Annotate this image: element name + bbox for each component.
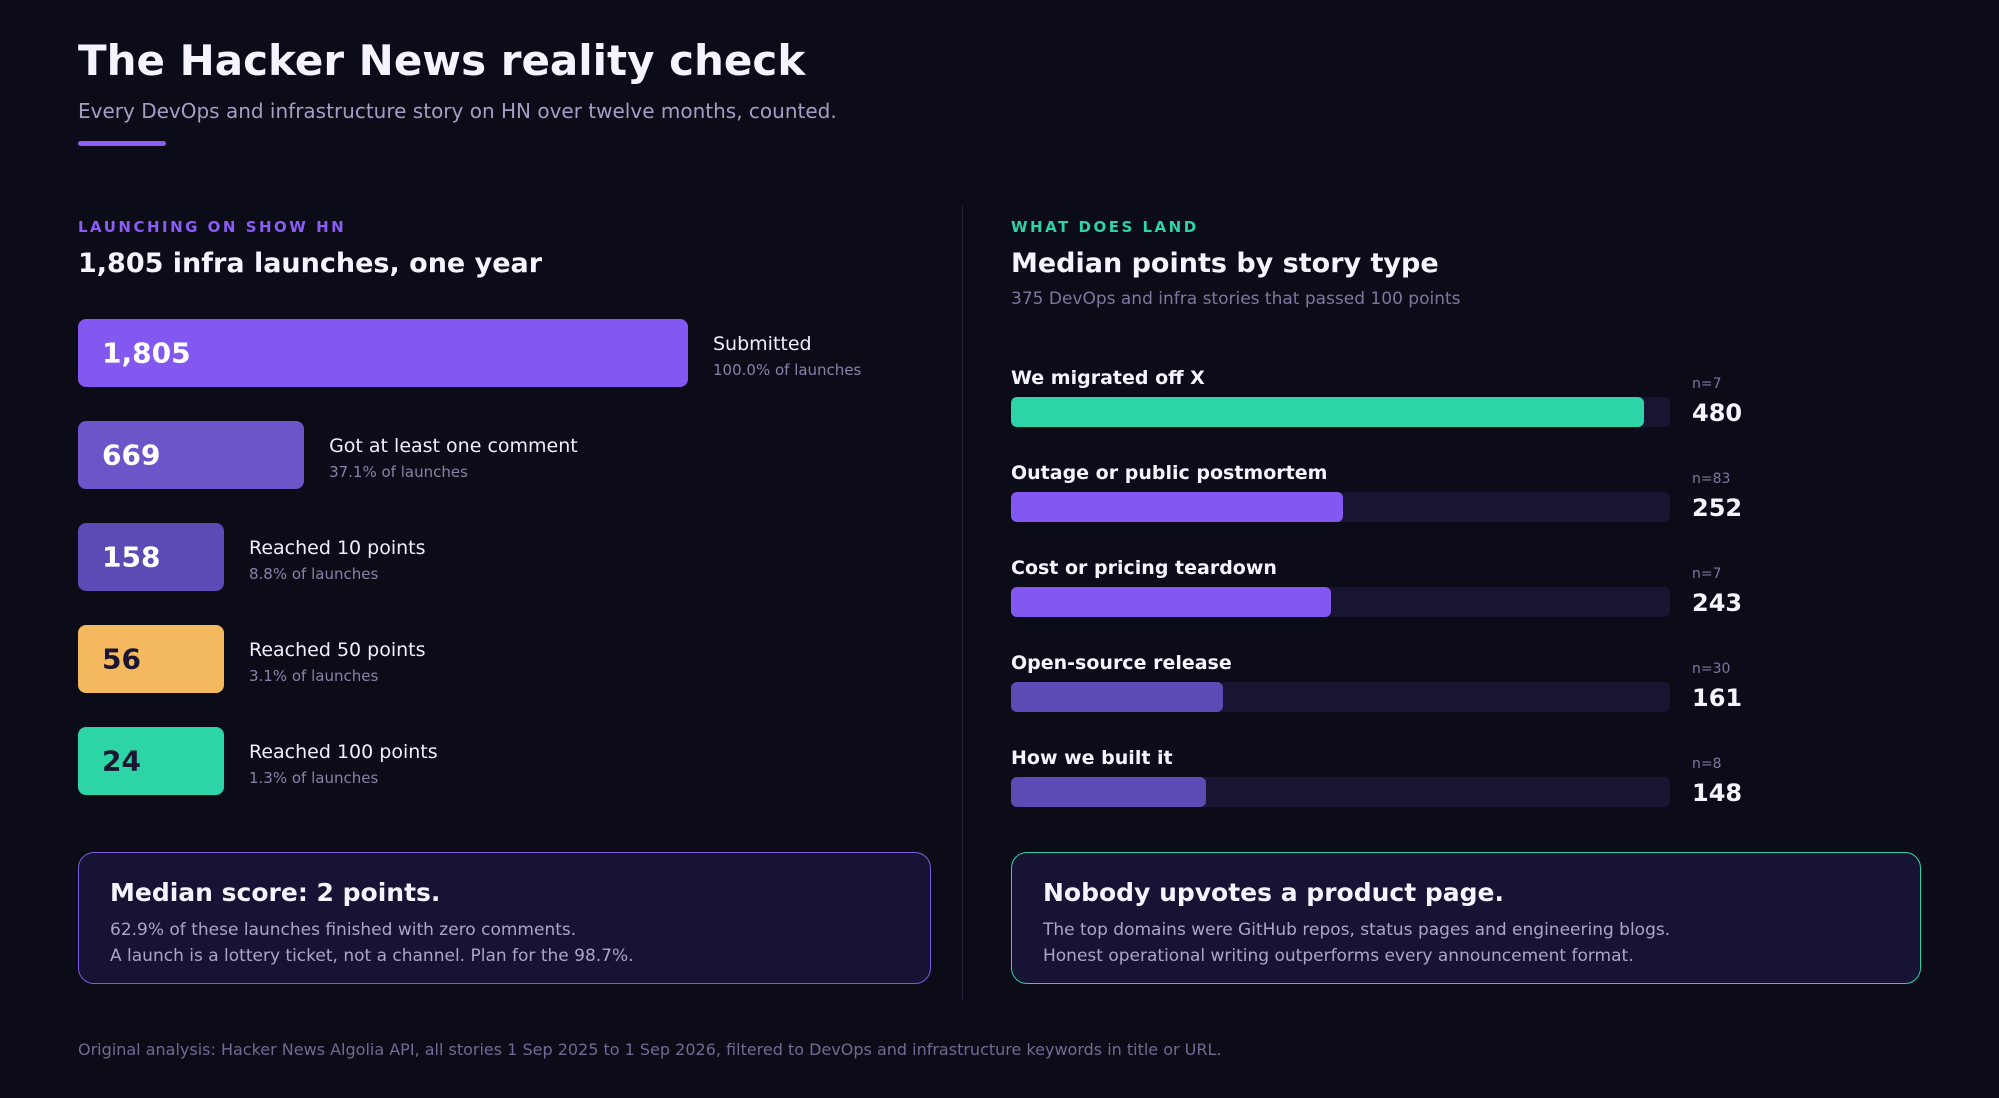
funnel-bar: 1,805	[78, 319, 688, 387]
title-accent-line	[78, 141, 166, 146]
story-type-median: 480	[1692, 399, 1743, 427]
funnel-stage-percent: 37.1% of launches	[329, 463, 468, 481]
story-type-track	[1011, 492, 1670, 522]
funnel-bar: 158	[78, 523, 224, 591]
story-type-bar	[1011, 682, 1224, 712]
funnel-bar: 669	[78, 421, 305, 489]
story-type-median: 243	[1692, 589, 1743, 617]
funnel-bar-value: 24	[102, 744, 141, 778]
source-footnote: Original analysis: Hacker News Algolia A…	[78, 1040, 1222, 1059]
story-type-track	[1011, 777, 1670, 807]
story-type-track	[1011, 587, 1670, 617]
story-type-label: Cost or pricing teardown	[1011, 557, 1277, 579]
story-type-track	[1011, 682, 1670, 712]
story-type-label: We migrated off X	[1011, 367, 1205, 389]
left-callout-card: Median score: 2 points. 62.9% of these l…	[78, 852, 931, 984]
right-callout-line-2: Honest operational writing outperforms e…	[1043, 946, 1634, 966]
right-callout-line-1: The top domains were GitHub repos, statu…	[1043, 920, 1671, 940]
funnel-bar-value: 56	[102, 642, 141, 676]
story-type-bar	[1011, 587, 1332, 617]
funnel-bar-value: 158	[102, 540, 161, 574]
left-section-title: 1,805 infra launches, one year	[78, 248, 543, 279]
page-subtitle: Every DevOps and infrastructure story on…	[78, 99, 837, 123]
story-type-count: n=7	[1692, 376, 1722, 392]
right-callout-title: Nobody upvotes a product page.	[1043, 878, 1504, 907]
right-callout-card: Nobody upvotes a product page. The top d…	[1011, 852, 1921, 984]
story-type-median: 252	[1692, 494, 1743, 522]
funnel-bar-value: 1,805	[102, 336, 191, 370]
page-title: The Hacker News reality check	[78, 36, 806, 85]
story-type-bar	[1011, 777, 1207, 807]
funnel-stage-percent: 8.8% of launches	[249, 565, 379, 583]
right-eyebrow: WHAT DOES LAND	[1011, 218, 1199, 236]
story-type-count: n=30	[1692, 661, 1731, 677]
story-type-count: n=83	[1692, 471, 1731, 487]
funnel-stage-label: Reached 10 points	[249, 537, 426, 559]
story-type-label: How we built it	[1011, 747, 1173, 769]
story-type-count: n=8	[1692, 756, 1722, 772]
funnel-bar: 56	[78, 625, 224, 693]
funnel-stage-percent: 100.0% of launches	[713, 361, 862, 379]
funnel-stage-percent: 3.1% of launches	[249, 667, 379, 685]
funnel-stage-label: Reached 50 points	[249, 639, 426, 661]
story-type-label: Open-source release	[1011, 652, 1232, 674]
right-section-subtitle: 375 DevOps and infra stories that passed…	[1011, 289, 1461, 309]
story-type-count: n=7	[1692, 566, 1722, 582]
funnel-bar-value: 669	[102, 438, 161, 472]
panel-divider	[962, 206, 963, 1000]
left-callout-line-2: A launch is a lottery ticket, not a chan…	[110, 946, 634, 966]
right-section-title: Median points by story type	[1011, 248, 1439, 279]
story-type-track	[1011, 397, 1670, 427]
story-type-bar	[1011, 492, 1344, 522]
story-type-bar	[1011, 397, 1644, 427]
funnel-bar: 24	[78, 727, 224, 795]
story-type-median: 161	[1692, 684, 1743, 712]
left-eyebrow: LAUNCHING ON SHOW HN	[78, 218, 347, 236]
story-type-label: Outage or public postmortem	[1011, 462, 1328, 484]
funnel-stage-percent: 1.3% of launches	[249, 769, 379, 787]
story-type-median: 148	[1692, 779, 1743, 807]
funnel-stage-label: Reached 100 points	[249, 741, 438, 763]
left-callout-title: Median score: 2 points.	[110, 878, 441, 907]
funnel-stage-label: Got at least one comment	[329, 435, 578, 457]
funnel-stage-label: Submitted	[713, 333, 812, 355]
left-callout-line-1: 62.9% of these launches finished with ze…	[110, 920, 577, 940]
